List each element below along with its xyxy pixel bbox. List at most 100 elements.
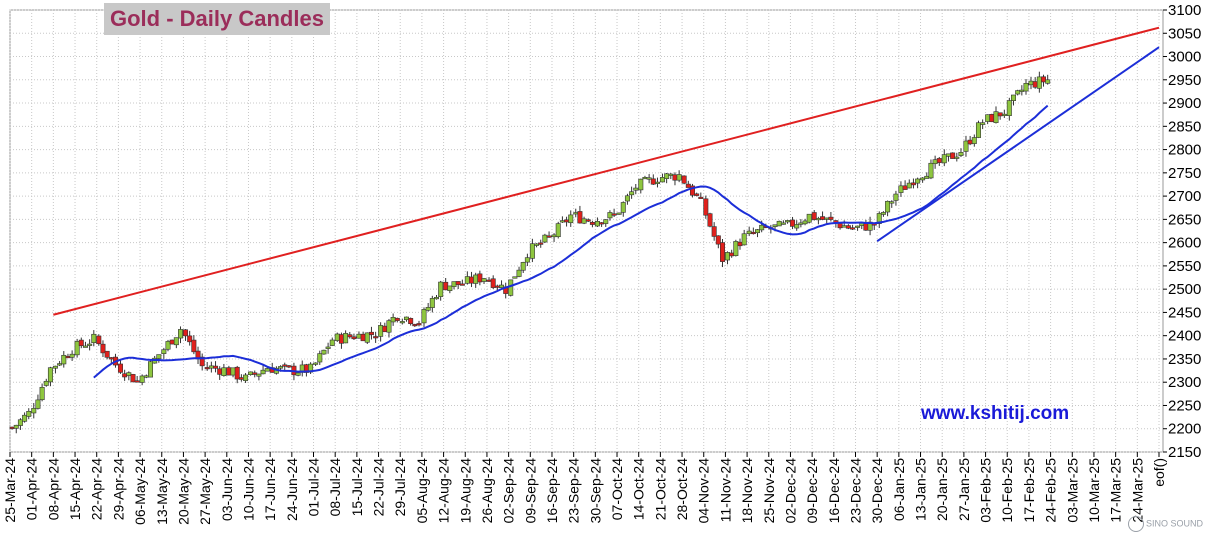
candle-body bbox=[494, 285, 500, 288]
x-tick-label: 01-Jul-24 bbox=[306, 458, 322, 517]
candle-body bbox=[26, 411, 32, 417]
candle-body bbox=[183, 329, 189, 337]
candle-body bbox=[96, 335, 102, 345]
x-tick-label: 19-Aug-24 bbox=[457, 458, 473, 524]
x-tick-label: 10-Feb-25 bbox=[999, 458, 1015, 523]
x-tick-label: 24-Mar-25 bbox=[1129, 458, 1145, 523]
trend-line bbox=[53, 26, 1160, 316]
candle-body bbox=[408, 318, 414, 325]
candle-body bbox=[438, 281, 444, 297]
candle-body bbox=[910, 182, 916, 186]
candle-body bbox=[334, 333, 340, 341]
candle-body bbox=[213, 365, 219, 369]
x-tick-label: 08-Jul-24 bbox=[327, 458, 343, 517]
x-tick-label: 06-May-24 bbox=[132, 458, 148, 525]
x-tick-label: 13-Jan-25 bbox=[913, 458, 929, 521]
candle-body bbox=[35, 399, 41, 409]
candle-body bbox=[17, 419, 23, 426]
candle-body bbox=[837, 223, 843, 229]
x-tick-label: 07-Oct-24 bbox=[609, 458, 625, 520]
candle-body bbox=[906, 182, 912, 189]
chart-title: Gold - Daily Candles bbox=[104, 3, 330, 35]
candle-body bbox=[811, 212, 817, 220]
x-tick-label: 23-Sep-24 bbox=[566, 458, 582, 524]
candle-body bbox=[546, 235, 552, 238]
candle-body bbox=[122, 373, 128, 378]
candle-body bbox=[650, 178, 656, 185]
candle-body bbox=[685, 183, 691, 188]
candle-body bbox=[104, 350, 110, 358]
candle-body bbox=[958, 152, 964, 156]
y-tick-label: 3050 bbox=[1168, 25, 1201, 42]
x-tick-label: 04-Nov-24 bbox=[696, 458, 712, 524]
candle-body bbox=[230, 367, 236, 376]
candle-body bbox=[932, 159, 938, 165]
candle-body bbox=[282, 364, 288, 367]
candle-body bbox=[416, 323, 422, 326]
x-tick-label: 14-Oct-24 bbox=[631, 458, 647, 520]
candle-body bbox=[880, 212, 886, 215]
candle-body bbox=[386, 320, 392, 333]
candle-body bbox=[126, 372, 132, 376]
candle-body bbox=[863, 223, 869, 231]
candle-body bbox=[221, 367, 227, 377]
candle-body bbox=[646, 177, 652, 180]
x-tick-label: 21-Oct-24 bbox=[652, 458, 668, 520]
candle-body bbox=[664, 173, 670, 179]
candle-body bbox=[178, 329, 184, 339]
candle-body bbox=[295, 372, 301, 376]
candle-body bbox=[516, 269, 522, 277]
candle-body bbox=[585, 219, 591, 222]
candle-body bbox=[433, 297, 439, 300]
candle-body bbox=[815, 218, 821, 221]
candle-body bbox=[980, 122, 986, 125]
x-tick-label: 03-Feb-25 bbox=[978, 458, 994, 523]
candle-body bbox=[963, 140, 969, 152]
candle-body bbox=[845, 225, 851, 229]
candle-body bbox=[360, 333, 366, 342]
x-tick-label: 24-Jun-24 bbox=[284, 458, 300, 521]
candle-body bbox=[100, 343, 106, 354]
candle-body bbox=[1019, 89, 1025, 92]
candle-body bbox=[52, 365, 58, 369]
candle-body bbox=[39, 386, 45, 401]
y-tick-label: 2550 bbox=[1168, 258, 1201, 275]
x-tick-label: 22-Jul-24 bbox=[371, 458, 387, 517]
y-tick-label: 2700 bbox=[1168, 188, 1201, 205]
candle-body bbox=[997, 112, 1003, 117]
y-tick-label: 2600 bbox=[1168, 235, 1201, 252]
x-tick-label: 23-Dec-24 bbox=[847, 458, 863, 524]
candle-body bbox=[43, 380, 49, 386]
candle-body bbox=[364, 332, 370, 343]
x-tick-label: 20-Jan-25 bbox=[934, 458, 950, 521]
candle-body bbox=[638, 178, 644, 191]
candle-body bbox=[798, 222, 804, 225]
candle-body bbox=[737, 241, 743, 247]
candle-body bbox=[47, 367, 53, 383]
candle-body bbox=[920, 177, 926, 181]
x-tick-label: 29-Jul-24 bbox=[392, 458, 408, 517]
candle-body bbox=[659, 177, 665, 183]
candle-body bbox=[260, 369, 266, 375]
x-tick-label: 18-Nov-24 bbox=[739, 458, 755, 524]
candle-body bbox=[443, 281, 449, 291]
candle-body bbox=[524, 257, 530, 263]
x-tick-label: 30-Sep-24 bbox=[587, 458, 603, 524]
logo-text: SINO SOUND bbox=[1146, 518, 1204, 529]
candle-body bbox=[499, 284, 505, 288]
candle-body bbox=[143, 375, 149, 378]
candle-body bbox=[599, 222, 605, 225]
candle-body bbox=[321, 349, 327, 355]
candle-body bbox=[134, 380, 140, 383]
candle-body bbox=[373, 336, 379, 339]
candle-body bbox=[568, 214, 574, 224]
candle-body bbox=[22, 414, 28, 422]
candle-body bbox=[676, 174, 682, 181]
candle-body bbox=[351, 336, 357, 340]
candle-body bbox=[477, 273, 483, 283]
candle-body bbox=[520, 262, 526, 271]
candle-body bbox=[850, 227, 856, 230]
logo-watermark: SINO SOUND bbox=[1128, 516, 1203, 532]
x-tick-label: 22-Apr-24 bbox=[89, 458, 105, 520]
